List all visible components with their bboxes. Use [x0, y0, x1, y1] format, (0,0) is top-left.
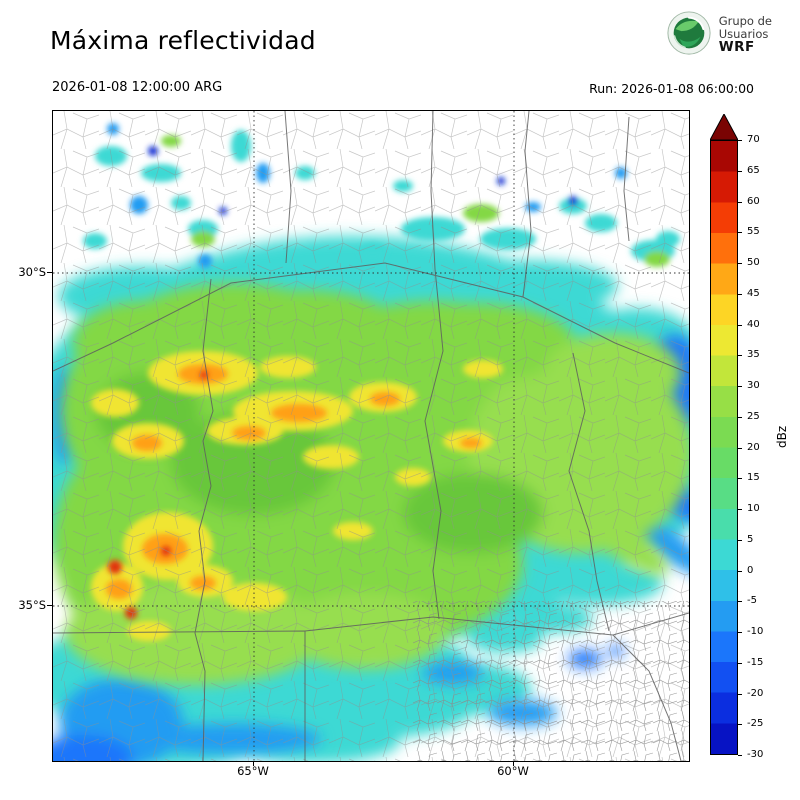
colorbar-tick-label: 20 [747, 441, 760, 453]
colorbar-tick-mark [738, 293, 742, 295]
wrf-globe-icon [666, 10, 712, 60]
y-tick-mark-35s [47, 605, 52, 606]
colorbar-tick-mark [738, 263, 742, 264]
colorbar-tick-mark [738, 232, 742, 234]
x-tick-mark-60w [513, 761, 514, 766]
colorbar-tick-label: -20 [747, 687, 764, 699]
colorbar-tick-label: -30 [747, 749, 764, 760]
colorbar-tick-mark [738, 386, 742, 387]
colorbar-tick-label: 15 [747, 472, 760, 484]
colorbar-tick-mark [738, 201, 742, 203]
colorbar-tick-label: 50 [747, 257, 760, 268]
colorbar-tick-mark [738, 509, 742, 510]
colorbar-tick-label: 25 [747, 410, 760, 422]
colorbar-tick-mark [738, 140, 742, 141]
y-tick-mark-30s [47, 272, 52, 273]
colorbar-tick-label: -5 [747, 595, 757, 607]
colorbar-tick-label: 10 [747, 503, 760, 514]
colorbar-unit-label: dBz [775, 425, 789, 448]
y-tick-label-35s: 35°S [18, 598, 46, 612]
colorbar-tick-mark [738, 324, 742, 326]
colorbar-tick-mark [738, 478, 742, 480]
reflectivity-map [52, 110, 690, 762]
colorbar-tick-label: -15 [747, 656, 764, 668]
colorbar-tick-label: 70 [747, 134, 760, 145]
colorbar-ticks: 70 65 60 55 50 45 40 35 30 25 20 15 10 5 0 -5 -10 -15 -20-… [738, 134, 780, 760]
wrf-logo: Grupo de Usuarios WRF [666, 10, 772, 60]
graticule-gridlines [53, 111, 689, 761]
logo-text-line1: Grupo de [718, 13, 772, 28]
valid-time-label: 2026-01-08 12:00:00 ARG [52, 80, 223, 95]
colorbar-tick-label: 45 [747, 287, 760, 299]
colorbar-tick-label: 30 [747, 380, 760, 391]
colorbar-tick-label: 40 [747, 318, 760, 330]
colorbar-tick-mark [738, 662, 742, 664]
colorbar-tick-label: 65 [747, 164, 760, 176]
colorbar-tick-mark [738, 570, 742, 572]
department-boundaries-dense [413, 601, 689, 761]
logo-text-line2: Usuarios [718, 26, 769, 41]
colorbar-tick-mark [738, 755, 742, 756]
x-tick-label-60w: 60°W [497, 764, 529, 778]
page-title: Máxima reflectividad [50, 26, 316, 55]
colorbar-tick-mark [738, 632, 742, 633]
colorbar-tick-label: -10 [747, 626, 764, 637]
y-tick-label-30s: 30°S [18, 265, 46, 279]
colorbar-gradient [710, 140, 738, 755]
colorbar-arrow-triangle [709, 112, 739, 141]
colorbar-tick-mark [738, 355, 742, 357]
colorbar-tick-mark [738, 447, 742, 449]
colorbar-tick-mark [738, 693, 742, 695]
colorbar-tick-mark [738, 539, 742, 541]
colorbar-tick-mark [738, 416, 742, 418]
run-time-label: Run: 2026-01-08 06:00:00 [589, 81, 754, 96]
logo-text-line3: WRF [718, 39, 755, 56]
colorbar-tick-label: 35 [747, 349, 760, 361]
x-tick-mark-65w [253, 761, 254, 766]
colorbar-tick-label: 60 [747, 195, 760, 207]
province-boundaries [53, 111, 689, 761]
reflectivity-field-svg [53, 111, 689, 761]
x-tick-label-65w: 65°W [237, 764, 269, 778]
colorbar-tick-label: -25 [747, 718, 764, 730]
colorbar-tick-label: 0 [747, 564, 754, 576]
colorbar-tick-label: 5 [747, 533, 754, 545]
colorbar-tick-mark [738, 724, 742, 726]
colorbar-arrow-up [709, 112, 739, 141]
colorbar-tick-mark [738, 170, 742, 172]
wrf-logo-text: Grupo de Usuarios WRF [719, 15, 772, 55]
colorbar-tick-mark [738, 601, 742, 603]
colorbar-tick-label: 55 [747, 226, 760, 238]
